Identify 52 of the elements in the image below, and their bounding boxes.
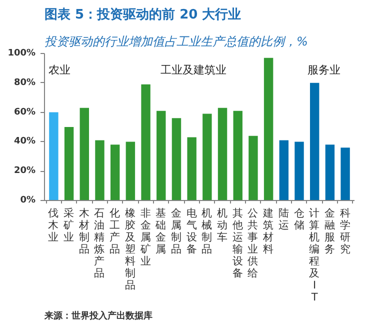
- x-tick-label: 非金属矿业: [139, 206, 152, 268]
- x-tick-label: 伐木业: [48, 208, 60, 244]
- x-tick-label: 科学研究: [340, 208, 351, 256]
- y-tick-label: 0%: [20, 196, 36, 206]
- source-note: 来源：世界投入产出数据库: [44, 310, 152, 322]
- bar: [80, 108, 90, 200]
- bar: [110, 144, 120, 200]
- x-tick-label: 金融服务: [324, 208, 336, 256]
- x-tick-label: 其他运输设备: [232, 206, 244, 280]
- x-tick-label: 石油精炼产品: [94, 208, 106, 280]
- chart-subtitle: 投资驱动的行业增加值占工业生产总值的比例，%: [44, 34, 308, 48]
- bar: [279, 140, 289, 200]
- chart-title: 图表 5：投资驱动的前 20 大行业: [44, 8, 242, 22]
- bar: [172, 118, 182, 200]
- x-tick-label: 金属制品: [170, 208, 182, 256]
- y-tick-label: 40%: [14, 136, 36, 147]
- bar: [310, 82, 320, 200]
- bar: [49, 112, 58, 200]
- x-tick-label: 公共事业供给: [248, 208, 259, 280]
- bar: [325, 144, 335, 200]
- x-tick-label: 电气设备: [186, 206, 198, 256]
- x-tick-label: 木材制品: [78, 206, 90, 256]
- annotation: 农业: [48, 64, 70, 76]
- bar: [248, 136, 258, 200]
- bar: [141, 84, 150, 200]
- bar: [187, 137, 196, 200]
- y-tick-label: 20%: [14, 166, 36, 176]
- bar: [95, 140, 104, 200]
- x-tick-label: 计算机编程及IT: [309, 206, 320, 304]
- bar: [218, 108, 228, 200]
- x-tick-label: 采矿业: [62, 206, 75, 244]
- x-tick-label: 橡胶及塑料制品: [124, 208, 136, 292]
- y-tick-label: 100%: [8, 48, 36, 58]
- y-tick-label: 60%: [14, 107, 36, 118]
- annotation: 工业及建筑业: [160, 64, 226, 76]
- x-tick-label: 陆运: [278, 206, 290, 232]
- bar: [264, 58, 274, 200]
- bar: [64, 127, 74, 200]
- bar: [340, 148, 350, 200]
- bar: [202, 114, 212, 200]
- annotation: 服务业: [308, 64, 340, 76]
- x-tick-label: 建筑材料: [262, 206, 274, 256]
- x-tick-label: 机动车: [217, 208, 228, 244]
- x-tick-label: 机械制品: [202, 208, 213, 256]
- x-tick-label: 化工产品: [110, 208, 121, 256]
- x-tick-label: 基础金属: [154, 206, 167, 256]
- x-tick-label: 仓储: [294, 208, 305, 232]
- bar: [294, 142, 304, 200]
- bar: [126, 142, 136, 200]
- y-tick-label: 80%: [14, 78, 36, 88]
- bar: [156, 110, 166, 200]
- bar: [233, 110, 242, 200]
